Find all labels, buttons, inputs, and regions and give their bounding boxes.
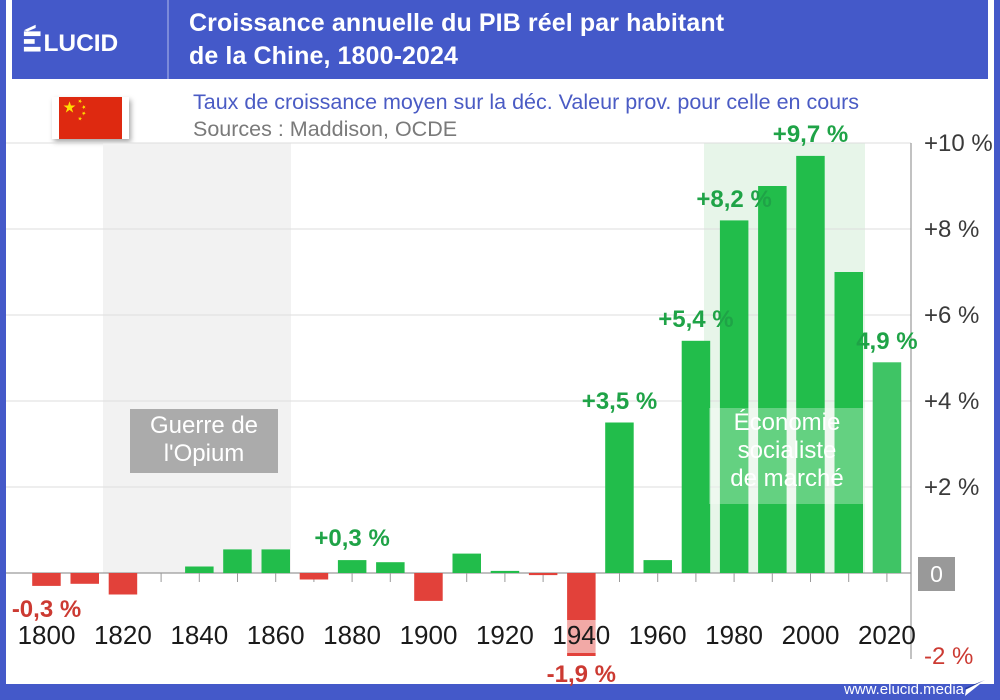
svg-text:2020: 2020 — [858, 620, 916, 650]
svg-text:-1,9 %: -1,9 % — [547, 661, 616, 688]
svg-text:l'Opium: l'Opium — [164, 440, 245, 467]
svg-text:4,9 %: 4,9 % — [856, 328, 917, 355]
svg-text:+8 %: +8 % — [924, 216, 979, 243]
svg-text:-2 %: -2 % — [924, 643, 973, 670]
svg-text:1920: 1920 — [476, 620, 534, 650]
svg-text:+0,3 %: +0,3 % — [314, 525, 389, 552]
svg-text:-0,3 %: -0,3 % — [12, 596, 81, 623]
svg-text:1960: 1960 — [629, 620, 687, 650]
svg-text:+8,2 %: +8,2 % — [696, 186, 771, 213]
svg-text:1800: 1800 — [18, 620, 76, 650]
svg-text:1940: 1940 — [552, 620, 610, 650]
svg-text:1980: 1980 — [705, 620, 763, 650]
svg-text:1900: 1900 — [400, 620, 458, 650]
svg-text:+4 %: +4 % — [924, 388, 979, 415]
svg-text:1880: 1880 — [323, 620, 381, 650]
svg-text:+2 %: +2 % — [924, 474, 979, 501]
svg-text:socialiste: socialiste — [738, 437, 837, 464]
svg-text:Guerre de: Guerre de — [150, 412, 258, 439]
svg-text:de marché: de marché — [730, 465, 843, 492]
svg-text:1840: 1840 — [170, 620, 228, 650]
svg-text:0: 0 — [930, 561, 943, 587]
svg-text:1820: 1820 — [94, 620, 152, 650]
svg-text:+5,4 %: +5,4 % — [658, 306, 733, 333]
svg-text:+10 %: +10 % — [924, 130, 993, 157]
svg-text:+6 %: +6 % — [924, 302, 979, 329]
svg-text:+9,7 %: +9,7 % — [773, 121, 848, 148]
svg-text:Économie: Économie — [734, 409, 841, 436]
svg-text:2000: 2000 — [782, 620, 840, 650]
svg-text:1860: 1860 — [247, 620, 305, 650]
svg-text:+3,5 %: +3,5 % — [582, 388, 657, 415]
